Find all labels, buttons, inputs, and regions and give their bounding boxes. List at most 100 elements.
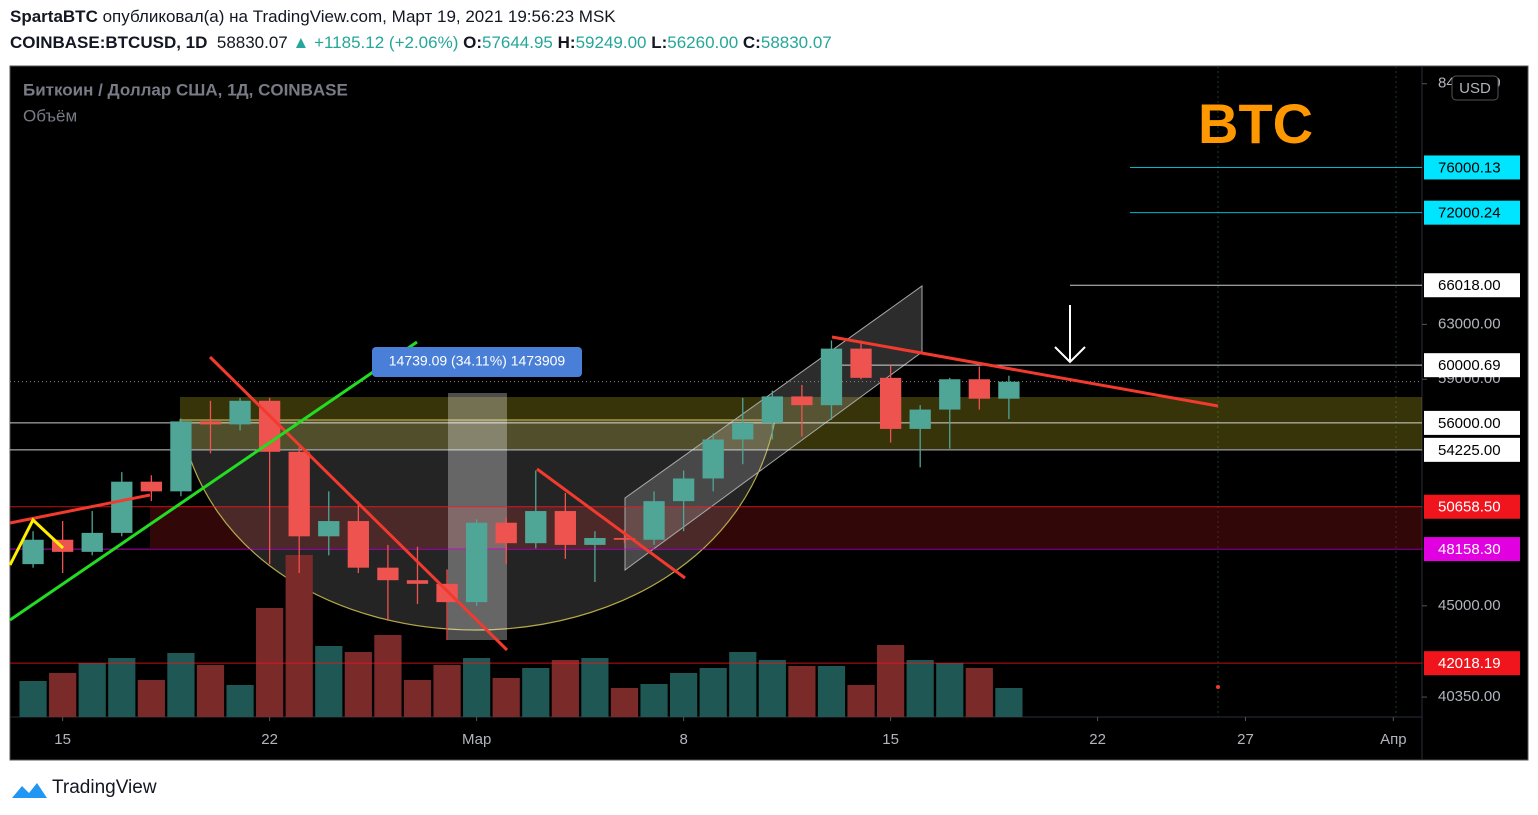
o: 57644.95	[481, 33, 553, 52]
candle-body	[732, 422, 754, 440]
zigzag	[8, 517, 65, 566]
volume-bar	[49, 673, 77, 717]
x-tick-label: 8	[679, 731, 687, 748]
candle-body	[140, 481, 162, 492]
candle-body	[643, 501, 665, 540]
candle-body	[229, 400, 251, 425]
level-label: 76000.13	[1438, 159, 1501, 176]
candle-body	[584, 538, 606, 545]
level-label: 42018.19	[1438, 655, 1501, 672]
volume-bar	[315, 646, 343, 717]
chart-title: Биткоин / Доллар США, 1Д, COINBASE	[23, 80, 348, 99]
measure-label: 14739.09 (34.11%) 1473909	[389, 353, 566, 369]
brand: TradingView	[52, 777, 157, 798]
level-label-bg	[1424, 410, 1520, 435]
h-label: H:	[557, 33, 576, 52]
annotation: BTC	[1198, 92, 1313, 155]
volume-bar	[758, 660, 786, 717]
measure-box	[372, 347, 582, 377]
candle-body	[909, 409, 931, 429]
x-tick-label: 27	[1237, 731, 1254, 748]
candle-body	[672, 478, 695, 502]
author: SpartaBTC	[10, 7, 98, 26]
level-label: 60000.69	[1438, 357, 1501, 374]
level-label: 50658.50	[1438, 499, 1501, 516]
candle-body	[613, 538, 636, 540]
candle-body	[199, 421, 222, 425]
levels-layer	[10, 166, 1422, 664]
candle-body	[288, 451, 310, 537]
volume-bar	[877, 645, 905, 717]
candle-body	[968, 379, 990, 399]
level-label: 48158.30	[1438, 541, 1501, 558]
volume-bar	[847, 685, 875, 717]
level-label-bg	[1424, 437, 1520, 462]
subtitle: Объём	[23, 106, 77, 125]
volume-bar	[226, 685, 254, 717]
candle-body	[879, 377, 902, 429]
volume-bar	[463, 658, 491, 717]
candle-body	[998, 381, 1020, 399]
candle-body	[791, 396, 813, 406]
volume-bar	[522, 668, 550, 717]
candle-body	[170, 421, 192, 492]
c-label: C:	[742, 33, 761, 52]
candle-body	[377, 567, 399, 581]
l-label: L:	[651, 33, 668, 52]
candles-layer	[22, 340, 1020, 640]
volume-bar	[344, 652, 372, 717]
volume-bar	[19, 681, 47, 717]
volume-bar	[670, 673, 698, 717]
volume-bar	[788, 666, 816, 717]
volume-bar	[906, 660, 934, 717]
header-line-1: SpartaBTC опубликовал(а) на TradingView.…	[10, 7, 616, 27]
volume-bar	[640, 684, 668, 717]
volume-bar	[137, 680, 165, 717]
trend-line	[831, 335, 1219, 408]
candle-body	[820, 348, 843, 406]
measure-range	[448, 393, 507, 640]
volume-bar	[936, 663, 964, 717]
x-tick-label: Мар	[462, 731, 491, 748]
axes-layer: 84000.0063000.0059000.0045000.0040350.00…	[54, 75, 1520, 748]
x-tick-label: 15	[882, 731, 899, 748]
volume-bar	[551, 660, 579, 717]
level-label: 56000.00	[1438, 415, 1501, 432]
candle-body	[406, 580, 429, 584]
currency-badge	[1451, 75, 1499, 101]
candle-body	[81, 532, 103, 552]
x-tick-label: 22	[1089, 731, 1106, 748]
currency: USD	[1459, 80, 1491, 97]
candle-body	[525, 511, 547, 544]
candle-body	[939, 379, 961, 410]
candle-body	[850, 348, 872, 378]
candle-body	[22, 539, 44, 565]
volume-bar	[433, 665, 461, 717]
volume-bar	[374, 635, 402, 717]
volume-bar	[729, 652, 757, 717]
level-label: 66018.00	[1438, 277, 1501, 294]
candle-body	[761, 396, 783, 423]
x-tick-label: Апр	[1380, 731, 1406, 748]
volume-bar	[285, 555, 313, 717]
volume-bar	[256, 608, 284, 717]
candle-body	[702, 439, 724, 479]
level-label-bg	[1424, 651, 1520, 676]
level-label-bg	[1424, 494, 1520, 519]
level-label-bg	[1424, 200, 1520, 225]
volume-bar	[108, 658, 136, 717]
l: 56260.00	[667, 33, 739, 52]
x-tick-label: 15	[54, 731, 71, 748]
published: опубликовал(а) на TradingView.com, Март …	[102, 7, 616, 26]
y-tick-label: 45000.00	[1438, 597, 1501, 614]
trend-line	[9, 340, 418, 622]
candle-body	[495, 522, 517, 544]
arrow: ▲	[292, 33, 310, 52]
y-tick-label: 40350.00	[1438, 688, 1501, 705]
candle-body	[554, 511, 576, 545]
dot	[1216, 685, 1220, 689]
trend-line	[536, 467, 686, 580]
volume-bar	[492, 678, 520, 717]
change: +1185.12 (+2.06%)	[314, 33, 459, 52]
